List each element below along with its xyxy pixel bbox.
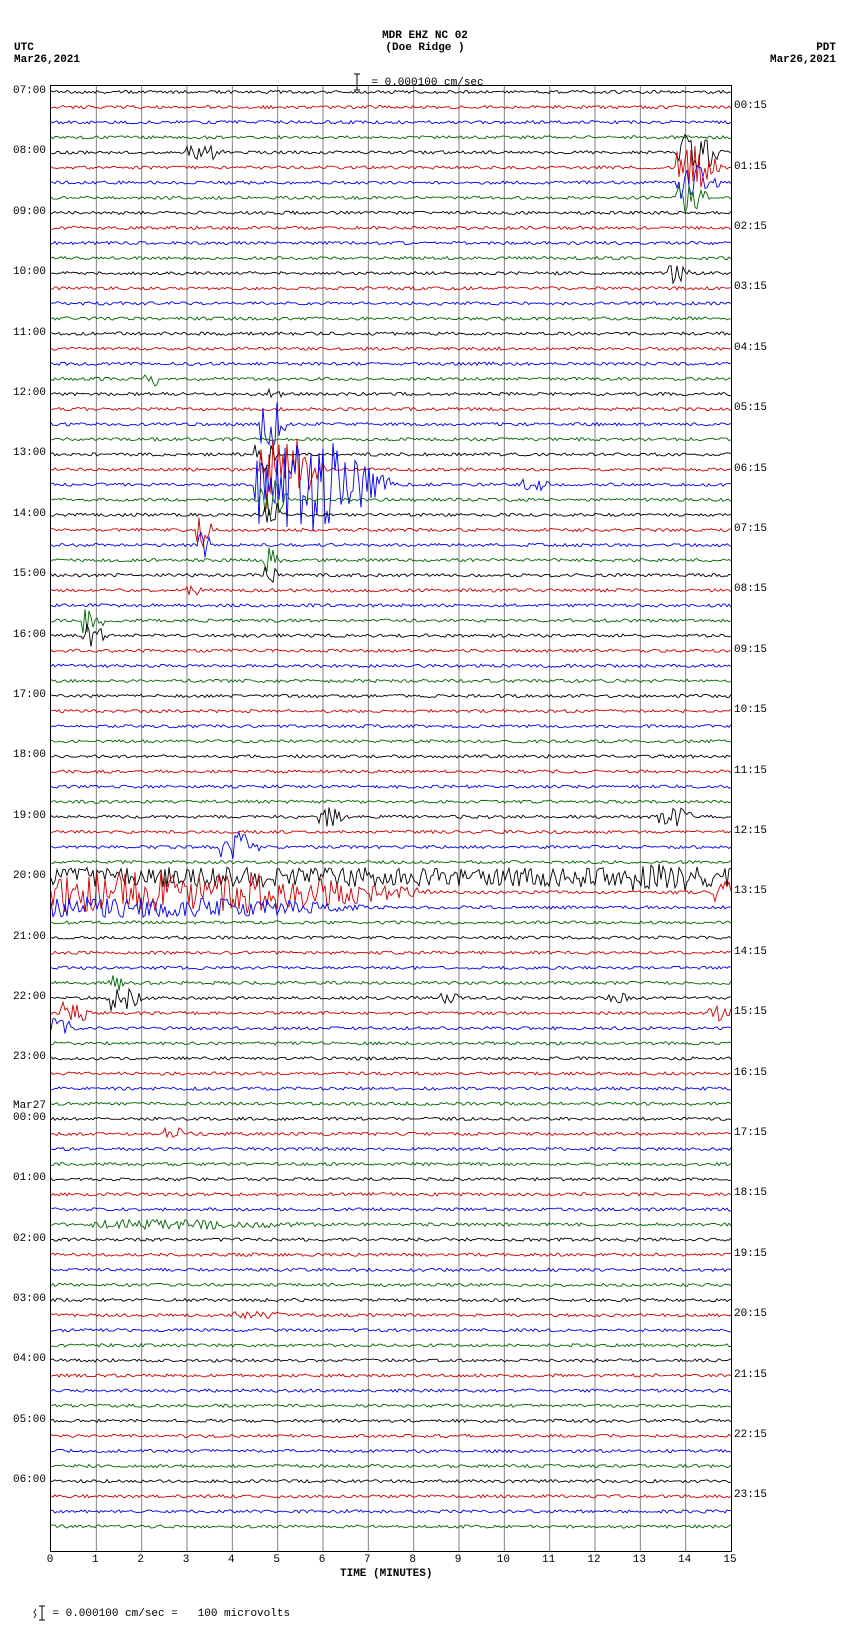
right-hour-label: 15:15 xyxy=(734,1006,814,1018)
x-tick-label: 7 xyxy=(364,1554,371,1566)
left-hour-label: 06:00 xyxy=(0,1474,46,1486)
left-hour-label: 02:00 xyxy=(0,1233,46,1245)
left-hour-label: 22:00 xyxy=(0,991,46,1003)
x-tick-label: 2 xyxy=(137,1554,144,1566)
right-hour-label: 06:15 xyxy=(734,463,814,475)
left-hour-label: 19:00 xyxy=(0,810,46,822)
left-hour-label: 10:00 xyxy=(0,266,46,278)
right-hour-label: 10:15 xyxy=(734,704,814,716)
left-hour-label: 15:00 xyxy=(0,568,46,580)
right-hour-label: 03:15 xyxy=(734,281,814,293)
left-hour-label: 20:00 xyxy=(0,870,46,882)
x-tick-label: 1 xyxy=(92,1554,99,1566)
left-hour-label: 21:00 xyxy=(0,931,46,943)
x-tick-label: 12 xyxy=(587,1554,600,1566)
right-hour-label: 09:15 xyxy=(734,644,814,656)
footer-scale-icon xyxy=(32,1604,52,1622)
left-hour-label: 14:00 xyxy=(0,508,46,520)
right-hour-label: 05:15 xyxy=(734,402,814,414)
seismogram-page: UTC Mar26,2021 PDT Mar26,2021 MDR EHZ NC… xyxy=(0,0,850,1613)
x-tick-label: 3 xyxy=(183,1554,190,1566)
x-axis-title: TIME (MINUTES) xyxy=(340,1568,432,1580)
x-tick-label: 9 xyxy=(455,1554,462,1566)
left-hour-label: 23:00 xyxy=(0,1051,46,1063)
x-tick-label: 14 xyxy=(678,1554,691,1566)
right-hour-label: 18:15 xyxy=(734,1187,814,1199)
left-date-change-label: Mar27 xyxy=(0,1100,46,1112)
station-subtitle: (Doe Ridge ) xyxy=(0,42,850,54)
right-hour-label: 12:15 xyxy=(734,825,814,837)
left-date-label: Mar26,2021 xyxy=(14,54,80,66)
x-tick-label: 4 xyxy=(228,1554,235,1566)
right-hour-label: 04:15 xyxy=(734,342,814,354)
right-hour-label: 07:15 xyxy=(734,523,814,535)
right-hour-label: 01:15 xyxy=(734,161,814,173)
seismogram-plot xyxy=(50,85,732,1552)
left-hour-label: 04:00 xyxy=(0,1353,46,1365)
right-hour-label: 19:15 xyxy=(734,1248,814,1260)
seismogram-svg xyxy=(51,86,731,1551)
right-hour-label: 21:15 xyxy=(734,1369,814,1381)
left-hour-label: 07:00 xyxy=(0,85,46,97)
right-hour-label: 11:15 xyxy=(734,765,814,777)
x-tick-label: 5 xyxy=(273,1554,280,1566)
right-hour-label: 13:15 xyxy=(734,885,814,897)
left-hour-label: 18:00 xyxy=(0,749,46,761)
right-hour-label: 17:15 xyxy=(734,1127,814,1139)
x-tick-label: 6 xyxy=(319,1554,326,1566)
left-hour-label: 11:00 xyxy=(0,327,46,339)
left-hour-label: 08:00 xyxy=(0,145,46,157)
x-tick-label: 13 xyxy=(633,1554,646,1566)
footer-scale: = 0.000100 cm/sec = 100 microvolts xyxy=(6,1592,290,1634)
left-hour-label: 05:00 xyxy=(0,1414,46,1426)
right-hour-label: 00:15 xyxy=(734,100,814,112)
right-hour-label: 02:15 xyxy=(734,221,814,233)
left-hour-label: 03:00 xyxy=(0,1293,46,1305)
right-date-label: Mar26,2021 xyxy=(770,54,836,66)
right-hour-label: 14:15 xyxy=(734,946,814,958)
station-title: MDR EHZ NC 02 xyxy=(0,30,850,42)
left-hour-label: 09:00 xyxy=(0,206,46,218)
left-hour-label: 13:00 xyxy=(0,447,46,459)
right-hour-label: 16:15 xyxy=(734,1067,814,1079)
left-hour-label: 00:00 xyxy=(0,1112,46,1124)
left-hour-label: 17:00 xyxy=(0,689,46,701)
x-tick-label: 11 xyxy=(542,1554,555,1566)
x-tick-label: 0 xyxy=(47,1554,54,1566)
x-tick-label: 8 xyxy=(409,1554,416,1566)
right-hour-label: 23:15 xyxy=(734,1489,814,1501)
x-tick-label: 15 xyxy=(723,1554,736,1566)
footer-scale-text: = 0.000100 cm/sec = 100 microvolts xyxy=(52,1608,290,1620)
x-tick-label: 10 xyxy=(497,1554,510,1566)
right-hour-label: 20:15 xyxy=(734,1308,814,1320)
left-hour-label: 12:00 xyxy=(0,387,46,399)
right-hour-label: 08:15 xyxy=(734,583,814,595)
left-hour-label: 16:00 xyxy=(0,629,46,641)
left-hour-label: 01:00 xyxy=(0,1172,46,1184)
right-hour-label: 22:15 xyxy=(734,1429,814,1441)
